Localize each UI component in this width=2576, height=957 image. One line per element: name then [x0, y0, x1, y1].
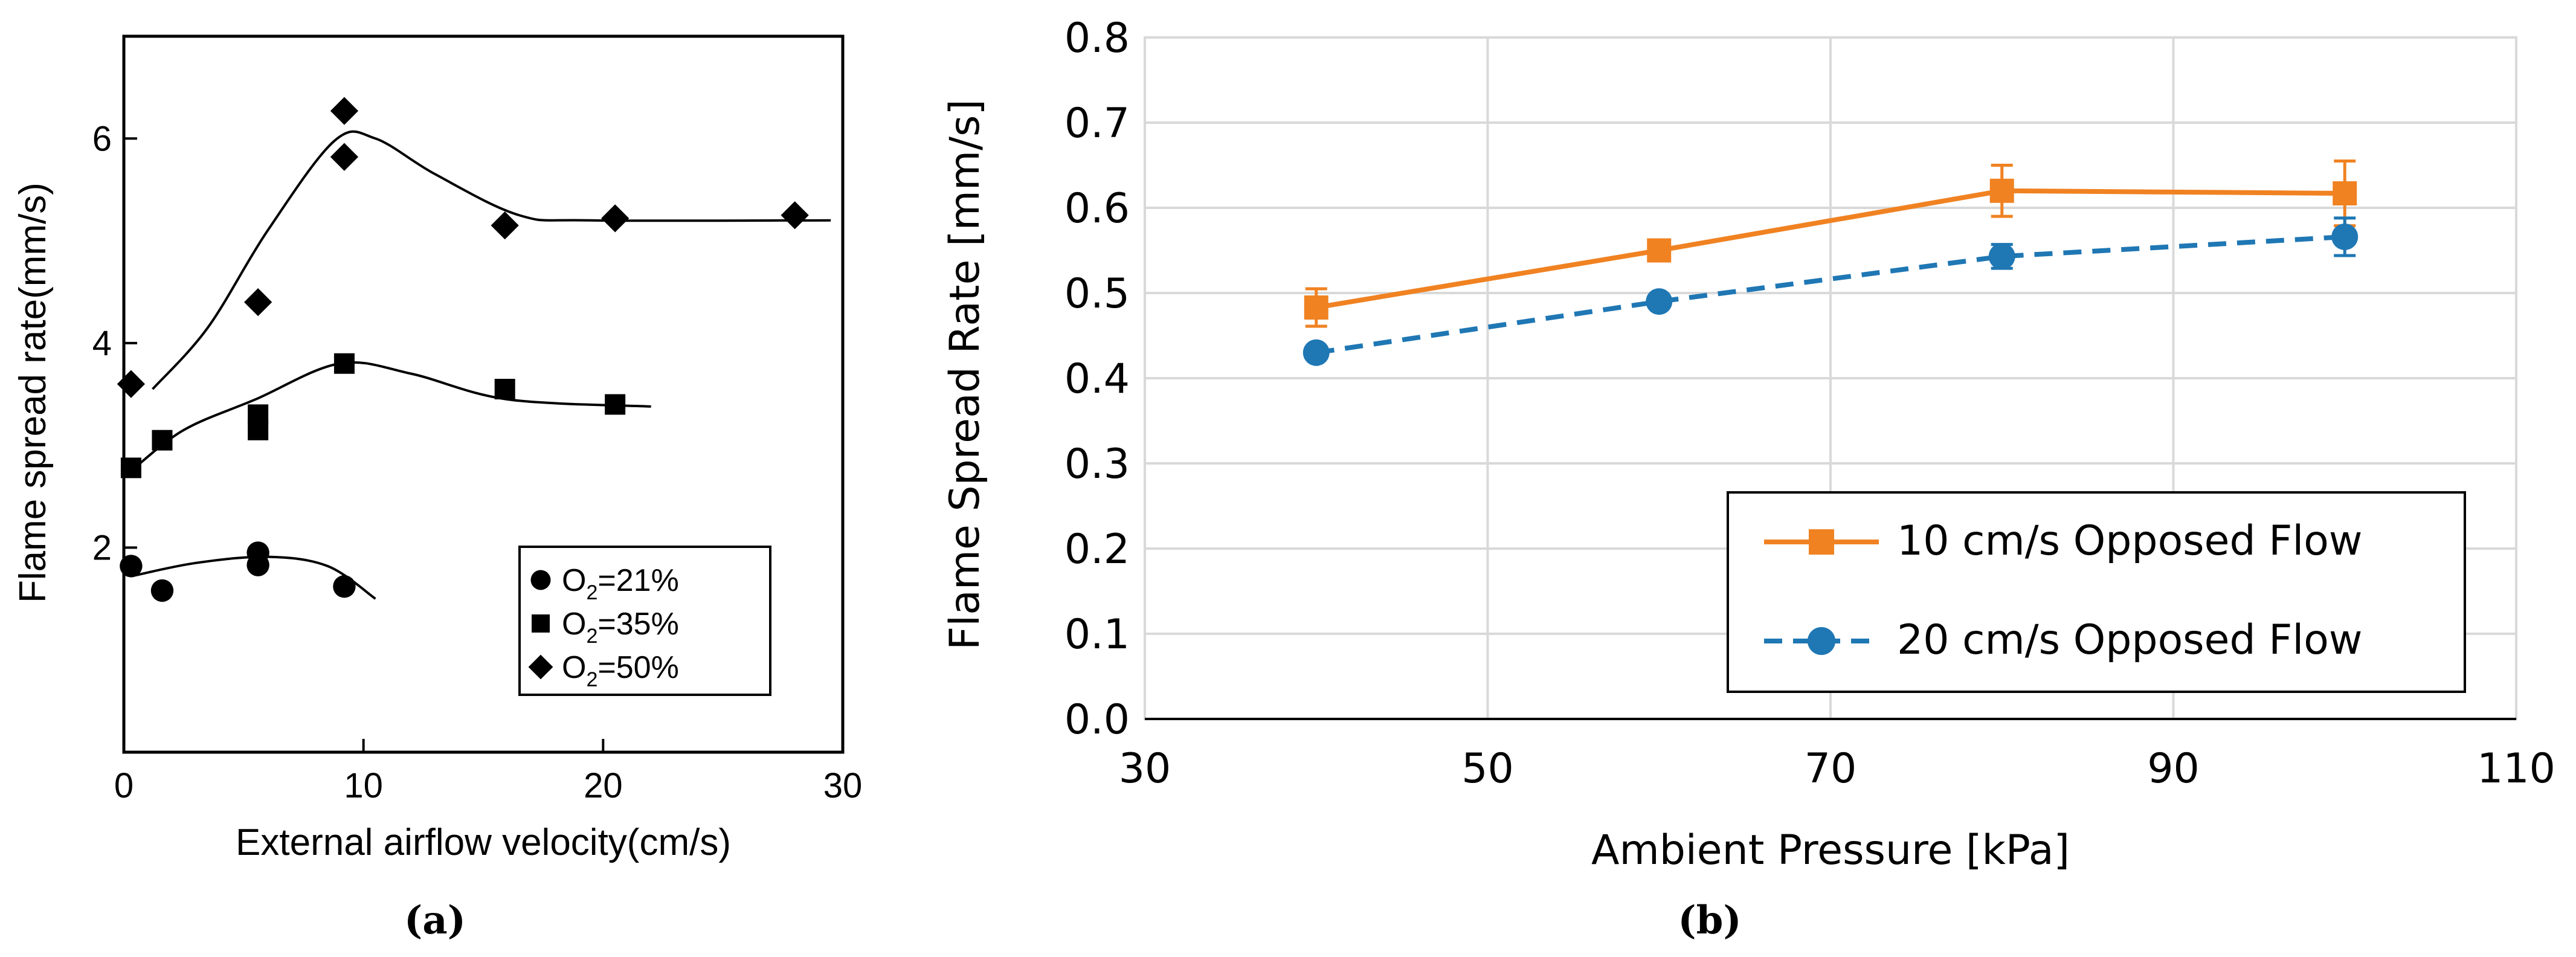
panel-b-point-series-1 — [1647, 238, 1672, 263]
panel-a-x-tick-label: 10 — [344, 766, 383, 805]
panel-b-x-axis-title: Ambient Pressure [kPa] — [1591, 826, 2070, 874]
panel-b-x-tick-label: 90 — [2147, 745, 2200, 793]
panel-b-legend-marker-2 — [1807, 627, 1836, 656]
panel-a-point-series-3 — [117, 370, 146, 398]
legend-b-entry-20cms: 20 cm/s Opposed Flow — [1897, 616, 2362, 664]
panel-a-point-series-2 — [120, 457, 141, 478]
panel-b-point-series-1 — [2333, 181, 2357, 206]
panel-a-point-series-1 — [333, 575, 356, 598]
panel-a-legend: O2=21% O2=35% O2=50% — [518, 546, 771, 696]
panel-b-y-tick-label: 0.6 — [1064, 185, 1130, 233]
panel-b-point-series-2 — [1988, 243, 2015, 270]
panel-a-chart: 0 10 20 30 2 4 6 O2=21% O2=35% O2=50% External… — [12, 34, 863, 943]
panel-a-point-series-3 — [244, 288, 272, 317]
panel-a-point-series-2 — [494, 379, 515, 400]
legend-a-entry-21: O2=21% — [562, 563, 679, 604]
panel-a-y-tick-label: 4 — [92, 324, 112, 363]
panel-a-x-tick-label: 0 — [114, 766, 134, 805]
panel-a-y-tick-label: 2 — [92, 528, 112, 567]
panel-b-point-series-1 — [1989, 178, 2014, 203]
panel-b-point-series-2 — [1302, 339, 1330, 366]
panel-b-x-tick-label: 50 — [1461, 745, 1514, 793]
panel-b-y-tick-label: 0.3 — [1064, 440, 1130, 488]
legend-a-entry-35: O2=35% — [562, 607, 679, 648]
panel-b-series-line-1 — [1316, 188, 2345, 310]
panel-a-legend-frame — [518, 546, 771, 696]
panel-b-y-tick-label: 0.5 — [1064, 270, 1130, 318]
panel-b-y-tick-label: 0.1 — [1064, 611, 1130, 659]
panel-a-plot-frame — [122, 34, 845, 754]
panel-b-y-tick-label: 0.8 — [1064, 14, 1130, 62]
panel-a-point-series-3 — [330, 143, 359, 171]
panel-a-legend-marker-1 — [530, 570, 551, 590]
panel-a-point-series-1 — [120, 555, 143, 578]
panel-a-point-series-1 — [150, 579, 174, 602]
panel-a-point-series-3 — [330, 97, 359, 125]
panel-b-label: (b) — [1678, 898, 1741, 943]
panel-a-x-axis-title: External airflow velocity(cm/s) — [236, 822, 731, 863]
panel-a-point-series-3 — [491, 211, 519, 240]
panel-a-fit-curve-3 — [152, 130, 831, 390]
panel-b-legend-frame — [1727, 491, 2466, 693]
panel-a-point-series-2 — [248, 419, 269, 440]
panel-a-y-tick-label: 6 — [92, 119, 112, 158]
panel-a-y-axis-title: Flame spread rate(mm/s) — [12, 182, 54, 603]
panel-a-point-series-3 — [601, 204, 630, 233]
panel-a-x-tick-label: 20 — [584, 766, 623, 805]
panel-b-x-tick-label: 70 — [1805, 745, 1857, 793]
panel-b-y-tick-label: 0.7 — [1064, 100, 1130, 147]
panel-b-point-series-2 — [2331, 223, 2359, 250]
legend-a-entry-50: O2=50% — [562, 650, 679, 691]
panel-b-legend-marker-1 — [1809, 529, 1834, 555]
panel-a-point-series-2 — [152, 430, 173, 451]
legend-b-entry-10cms: 10 cm/s Opposed Flow — [1897, 517, 2362, 565]
panel-b-point-series-1 — [1304, 295, 1328, 320]
panel-a-point-series-2 — [333, 353, 355, 374]
panel-b-y-tick-label: 0.4 — [1064, 355, 1130, 403]
panel-a-label: (a) — [404, 898, 466, 943]
panel-b-x-tick-label: 30 — [1119, 745, 1171, 793]
panel-b-x-tick-label: 110 — [2477, 745, 2555, 793]
panel-a-point-series-3 — [781, 201, 809, 230]
panel-a-fit-curve-2 — [130, 361, 651, 472]
panel-a-legend-marker-3 — [528, 654, 553, 680]
panel-a-point-series-2 — [605, 394, 626, 415]
panel-b-y-tick-label: 0.0 — [1064, 696, 1130, 744]
panel-a-legend-marker-2 — [532, 614, 550, 633]
panel-b-y-axis-title: Flame Spread Rate [mm/s] — [941, 99, 989, 650]
panel-b-legend: 10 cm/s Opposed Flow 20 cm/s Opposed Flo… — [1727, 491, 2466, 693]
panel-a-point-series-1 — [246, 553, 269, 576]
panel-b-chart: 0.0 0.1 0.2 0.3 0.4 0.5 0.6 0.7 0.8 30 50 70 90 110 1… — [941, 14, 2555, 943]
panel-b-point-series-2 — [1646, 288, 1673, 315]
panel-b-y-tick-label: 0.2 — [1064, 526, 1130, 573]
panel-a-x-tick-label: 30 — [823, 766, 863, 805]
